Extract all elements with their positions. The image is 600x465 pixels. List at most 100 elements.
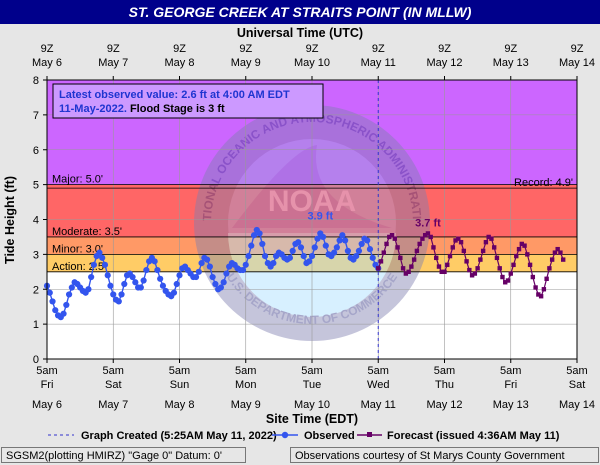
observed-point [192, 273, 200, 281]
forecast-point [417, 241, 422, 247]
y-tick-label: 0 [33, 354, 39, 366]
forecast-point [445, 262, 450, 268]
forecast-point [434, 255, 439, 261]
latest-observed-date: 11-May-2022. [59, 103, 127, 115]
bottom-tick-time: 5am [103, 365, 124, 377]
forecast-point [558, 250, 563, 255]
svg-text:11-May-2022. Flood Stag: 11-May-2022. Flood Stage is 3 ft [59, 103, 225, 115]
bottom-axis-title: Site Time (EDT) [266, 412, 358, 426]
observed-point [52, 307, 59, 314]
forecast-point [494, 255, 500, 261]
observed-point [295, 239, 302, 246]
legend-created-label: Graph Created (5:25AM May 11, 2022) [81, 430, 277, 442]
forecast-point [475, 266, 480, 271]
observed-point [220, 279, 227, 286]
bottom-tick-date: May 9 [231, 399, 261, 411]
forecast-point [508, 271, 513, 276]
flood-stage-text: Flood Stage is 3 ft [130, 103, 225, 115]
observed-point [336, 237, 343, 244]
observed-point [68, 284, 75, 291]
observed-point [104, 272, 111, 279]
forecast-point [381, 250, 386, 255]
bottom-tick-day: Fri [504, 379, 517, 391]
observed-point [140, 277, 147, 284]
observed-point [322, 242, 329, 249]
top-tick-time: 9Z [239, 43, 252, 55]
forecast-point [541, 287, 547, 292]
observed-point [63, 301, 70, 309]
forecast-point [519, 241, 524, 247]
top-tick-time: 9Z [372, 43, 385, 55]
legend-forecast-label: Forecast (issued 4:36AM May 11) [387, 430, 560, 442]
bottom-tick-time: 5am [36, 365, 57, 377]
bottom-tick-date: May 7 [98, 399, 128, 411]
bottom-tick-date: May 6 [32, 399, 62, 411]
legend-observed-label: Observed [304, 430, 355, 442]
bottom-tick-time: 5am [500, 365, 521, 377]
stage-label-action: Action: 2.5' [52, 261, 106, 273]
observed-point [143, 266, 150, 274]
bottom-tick-day: Sat [105, 379, 122, 391]
forecast-point [458, 239, 464, 245]
observed-point [60, 310, 67, 317]
forecast-point [456, 236, 461, 241]
top-tick-date: May 14 [559, 57, 595, 69]
observed-point [297, 244, 305, 251]
top-tick-date: May 6 [32, 57, 62, 69]
latest-observed-text: Latest observed value: 2.6 ft at 4:00 AM… [59, 89, 290, 101]
annotations-layer: 3.9 ft 3.7 ft [307, 211, 441, 230]
forecast-point [378, 259, 384, 264]
bottom-tick-time: 5am [169, 365, 190, 377]
forecast-point [422, 232, 428, 238]
forecast-point [376, 266, 381, 271]
forecast-point [480, 248, 486, 254]
observed-point [154, 266, 161, 274]
forecast-point [472, 271, 478, 276]
bottom-tick-date: May 8 [165, 399, 195, 411]
forecast-point [436, 264, 442, 269]
forecast-point [505, 278, 511, 283]
forecast-point [395, 245, 400, 250]
bottom-tick-time: 5am [301, 365, 322, 377]
forecast-point [522, 243, 527, 248]
observed-point [204, 256, 211, 263]
observed-point [311, 244, 318, 251]
forecast-point [538, 294, 544, 299]
forecast-point [398, 255, 403, 261]
y-axis: 0 1 2 3 4 5 6 7 8 [33, 75, 47, 366]
bottom-tick-day: Fri [41, 379, 54, 391]
bottom-tick-time: 5am [368, 365, 389, 377]
forecast-point [560, 257, 566, 262]
bottom-tick-time: 5am [434, 365, 455, 377]
bottom-tick-time: 5am [235, 365, 256, 377]
observed-point [129, 273, 136, 281]
observed-point [118, 291, 125, 298]
bottom-tick-day: Thu [435, 379, 454, 391]
y-tick-label: 2 [33, 284, 39, 296]
top-tick-date: May 9 [231, 57, 261, 69]
y-tick-label: 8 [33, 75, 39, 87]
observed-point [366, 246, 374, 253]
forecast-point [483, 239, 489, 245]
observed-point [245, 253, 252, 260]
forecast-point [511, 262, 516, 268]
bottom-tick-day: Tue [303, 379, 322, 391]
top-axis-title: Universal Time (UTC) [237, 26, 363, 40]
latest-observed-box: Latest observed value: 2.6 ft at 4:00 AM… [52, 83, 324, 119]
bottom-tick-day: Sat [569, 379, 586, 391]
y-tick-label: 6 [33, 145, 39, 157]
top-tick-time: 9Z [504, 43, 517, 55]
observed-point [209, 273, 216, 281]
forecast-point [478, 257, 483, 262]
observed-point [355, 247, 363, 254]
bottom-tick-date: May 13 [493, 399, 529, 411]
forecast-point [486, 234, 491, 240]
observed-point [101, 261, 109, 268]
forecast-point [469, 273, 475, 278]
forecast-point [533, 285, 538, 290]
observed-point [110, 291, 117, 298]
observed-point [248, 242, 255, 249]
observed-point [369, 254, 376, 261]
forecast-point [544, 276, 549, 281]
observed-point [85, 286, 92, 293]
